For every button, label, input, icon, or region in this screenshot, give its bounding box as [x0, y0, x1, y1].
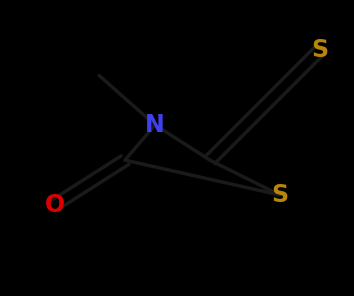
Text: O: O [45, 193, 65, 217]
Text: S: S [272, 183, 289, 207]
Text: N: N [145, 113, 165, 137]
Text: S: S [312, 38, 329, 62]
